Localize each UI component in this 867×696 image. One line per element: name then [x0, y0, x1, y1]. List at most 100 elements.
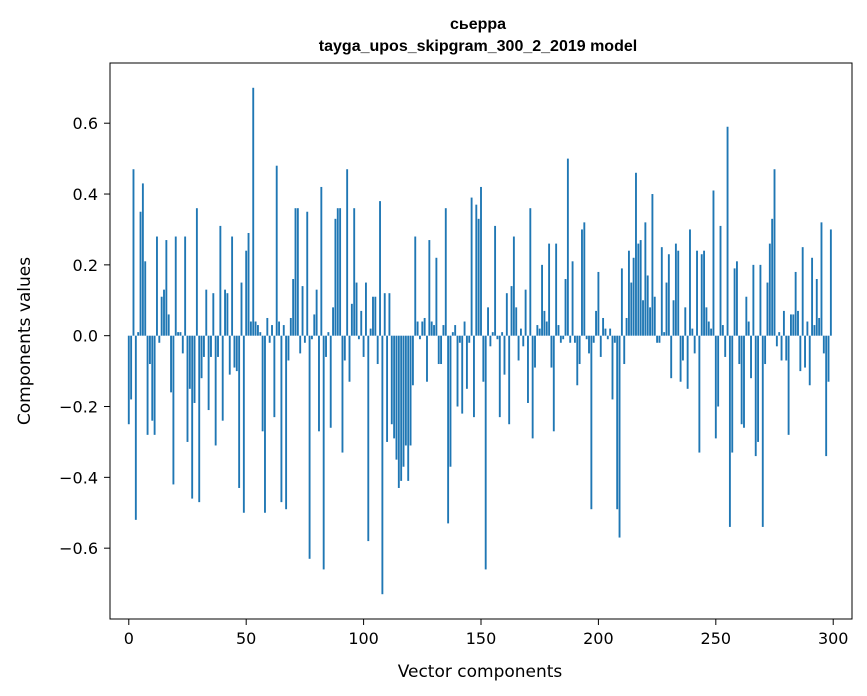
- bar-component-298: [827, 335, 830, 382]
- bar-component-209: [618, 335, 621, 538]
- bar-component-296: [822, 335, 825, 354]
- bar-component-129: [430, 321, 433, 336]
- bar-component-5: [139, 211, 142, 336]
- bar-component-14: [160, 296, 163, 336]
- bar-component-51: [247, 232, 250, 336]
- bar-component-94: [348, 335, 351, 382]
- bar-component-274: [771, 218, 774, 336]
- bar-component-189: [571, 261, 574, 336]
- bar-component-205: [609, 328, 612, 336]
- bar-component-46: [235, 335, 238, 372]
- bar-component-67: [285, 335, 288, 510]
- bar-component-247: [707, 321, 710, 336]
- bar-component-178: [545, 321, 548, 336]
- bar-component-202: [602, 317, 605, 336]
- bar-component-282: [790, 314, 792, 336]
- bar-component-62: [273, 335, 276, 418]
- bar-component-40: [221, 335, 224, 421]
- bar-component-70: [292, 279, 295, 336]
- bar-component-293: [815, 279, 818, 336]
- bar-component-27: [191, 335, 194, 499]
- bar-component-145: [468, 335, 471, 343]
- bar-component-116: [400, 335, 403, 481]
- bar-component-185: [562, 335, 565, 340]
- bar-component-164: [512, 236, 515, 336]
- bar-component-229: [665, 282, 668, 336]
- bar-component-241: [693, 335, 696, 354]
- bar-component-295: [820, 222, 823, 336]
- bar-component-85: [327, 332, 330, 336]
- bar-component-48: [240, 282, 243, 336]
- bar-component-107: [379, 201, 381, 336]
- bar-component-289: [806, 321, 809, 336]
- bar-component-263: [745, 296, 748, 336]
- bar-component-56: [259, 332, 262, 336]
- bar-component-181: [552, 335, 555, 432]
- bar-component-215: [632, 257, 635, 336]
- bar-component-78: [310, 335, 313, 340]
- bar-component-160: [503, 335, 506, 375]
- bar-component-82: [320, 186, 323, 336]
- bar-component-192: [578, 335, 581, 365]
- bar-component-288: [804, 335, 806, 368]
- bar-component-278: [780, 335, 783, 361]
- y-tick-label: −0.2: [59, 398, 98, 417]
- bar-component-258: [733, 268, 736, 336]
- x-tick-label: 200: [583, 629, 614, 648]
- bar-component-74: [301, 286, 304, 336]
- bar-component-193: [581, 229, 583, 336]
- bar-component-47: [238, 335, 241, 488]
- bar-component-211: [623, 335, 626, 365]
- bar-component-60: [268, 335, 271, 343]
- bar-component-139: [454, 325, 457, 336]
- bar-component-149: [477, 218, 480, 336]
- bar-component-55: [256, 325, 259, 336]
- bar-component-172: [531, 335, 534, 439]
- x-axis: 0 50 100 150 200 250 300: [124, 619, 848, 648]
- bar-component-166: [517, 335, 520, 361]
- bar-component-24: [184, 236, 187, 336]
- bar-component-34: [207, 335, 210, 411]
- bar-component-159: [501, 332, 504, 336]
- bar-component-238: [686, 335, 689, 389]
- bar-component-158: [498, 335, 501, 418]
- bar-component-66: [282, 325, 285, 336]
- y-axis-label: Components values: [15, 257, 35, 425]
- bar-component-188: [569, 335, 572, 343]
- bar-component-122: [414, 236, 417, 336]
- bar-component-248: [710, 328, 713, 336]
- bar-component-297: [825, 335, 828, 457]
- x-tick-label: 100: [348, 629, 379, 648]
- bar-component-220: [644, 222, 647, 336]
- bar-component-279: [782, 310, 785, 336]
- bar-component-253: [721, 325, 724, 336]
- y-axis: −0.6 −0.4 −0.2 0.0 0.2 0.4 0.6: [59, 114, 110, 558]
- bar-component-39: [219, 225, 222, 336]
- y-tick-label: 0.4: [73, 185, 98, 204]
- bar-component-32: [202, 335, 205, 357]
- bar-component-83: [322, 335, 325, 570]
- bar-component-13: [158, 335, 161, 343]
- bar-component-69: [289, 317, 292, 336]
- bar-component-30: [198, 335, 201, 503]
- bar-component-230: [667, 254, 670, 336]
- bar-component-242: [696, 250, 698, 336]
- bar-component-245: [703, 250, 706, 336]
- bar-component-45: [233, 335, 236, 368]
- bar-component-266: [752, 264, 755, 336]
- bar-component-249: [712, 190, 715, 336]
- bar-component-216: [635, 172, 637, 336]
- bar-component-225: [656, 335, 659, 343]
- bar-component-190: [573, 335, 576, 343]
- bar-component-213: [627, 250, 630, 336]
- bar-component-109: [383, 293, 386, 336]
- bar-component-43: [228, 335, 231, 375]
- bar-component-144: [465, 335, 468, 389]
- bar-component-262: [743, 335, 745, 428]
- bar-component-118: [404, 335, 407, 446]
- bar-component-234: [677, 250, 680, 336]
- bar-component-156: [494, 225, 497, 336]
- bar-component-87: [332, 307, 335, 336]
- bar-component-161: [505, 293, 508, 336]
- bar-component-138: [451, 332, 454, 336]
